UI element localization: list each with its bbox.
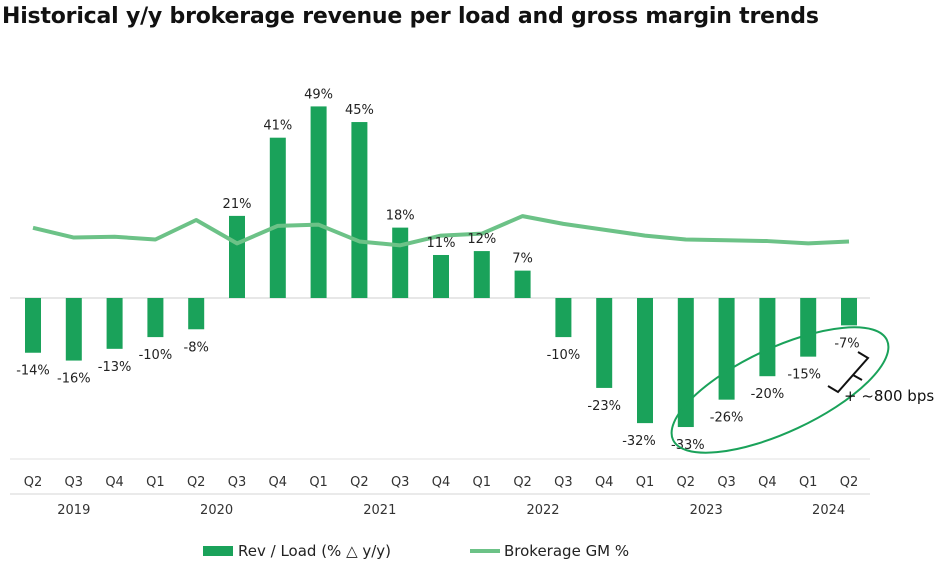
bar [759, 298, 776, 377]
legend-swatch-bar [203, 546, 233, 556]
bar [718, 298, 735, 400]
x-tick-label: Q2 [187, 475, 206, 490]
bar [65, 298, 82, 361]
bar-value-label: 49% [304, 87, 333, 102]
bar-value-label: -33% [671, 438, 705, 453]
bar-value-label: 11% [427, 236, 456, 251]
bar-value-label: -10% [547, 348, 581, 363]
highlight-ellipse [670, 326, 890, 454]
bar-value-label: 21% [223, 197, 252, 212]
bar [351, 122, 368, 298]
year-label: 2020 [200, 503, 233, 518]
x-tick-labels: Q2 Q3 Q4 Q1 Q2 Q3 Q4 Q1 Q2 Q3 Q4 Q1 Q2 Q3 Q4 Q1 Q2 Q3 Q4 Q1… [24, 475, 859, 490]
x-tick-label: Q1 [799, 475, 818, 490]
bar-value-label: -23% [587, 399, 621, 414]
bar [392, 227, 409, 298]
bar-value-label: -32% [622, 434, 656, 449]
bps-annotation: + ~800 bps [844, 387, 934, 405]
bar-value-label: -14% [16, 364, 50, 379]
bar [25, 298, 41, 353]
bar-value-label: 7% [512, 252, 533, 267]
bar [188, 298, 205, 330]
bar [677, 298, 694, 428]
bar-value-label: 12% [467, 232, 496, 247]
year-label: 2024 [812, 503, 845, 518]
legend-label-bar: Rev / Load (% △ y/y) [238, 542, 391, 560]
legend: Rev / Load (% △ y/y) Brokerage GM % [203, 542, 629, 560]
bar-value-label: -13% [98, 360, 132, 375]
bar [514, 270, 531, 298]
x-tick-label: Q3 [228, 475, 247, 490]
x-tick-label: Q4 [595, 475, 614, 490]
bar-value-label: -20% [751, 387, 785, 402]
x-tick-label: Q1 [146, 475, 165, 490]
x-tick-label: Q3 [717, 475, 736, 490]
bar-value-label: -15% [787, 368, 821, 383]
x-tick-label: Q2 [24, 475, 43, 490]
x-tick-label: Q1 [473, 475, 492, 490]
gross-margin-line [32, 214, 850, 248]
bar-value-label: -7% [834, 336, 859, 351]
year-label: 2019 [57, 503, 90, 518]
x-tick-label: Q2 [513, 475, 532, 490]
x-tick-label: Q4 [432, 475, 451, 490]
bar [147, 298, 164, 338]
x-tick-label: Q3 [391, 475, 410, 490]
x-tick-label: Q3 [65, 475, 84, 490]
chart-title: Historical y/y brokerage revenue per loa… [2, 4, 819, 29]
bar [596, 298, 613, 388]
year-labels: 2019 2020 2021 2022 2023 2024 [10, 493, 870, 518]
bar [229, 215, 245, 298]
bar-value-label: -16% [57, 372, 91, 387]
bar [106, 298, 123, 349]
bar-series [25, 106, 857, 428]
year-label: 2023 [690, 503, 723, 518]
bracket-tick [852, 374, 863, 381]
year-label: 2022 [526, 503, 559, 518]
x-tick-label: Q1 [636, 475, 655, 490]
bar-value-label: 41% [263, 119, 292, 134]
bar [841, 298, 857, 326]
bar [637, 298, 653, 424]
bar-value-label: 45% [345, 103, 374, 118]
bar-value-label: -26% [710, 411, 744, 426]
x-tick-label: Q4 [758, 475, 777, 490]
bar-value-label: -8% [184, 340, 209, 355]
x-tick-label: Q2 [840, 475, 859, 490]
x-tick-label: Q4 [269, 475, 288, 490]
bar [473, 251, 490, 298]
bar-value-label: -10% [139, 348, 173, 363]
x-tick-label: Q2 [677, 475, 696, 490]
x-tick-label: Q2 [350, 475, 369, 490]
bar [269, 137, 286, 298]
x-tick-label: Q3 [554, 475, 573, 490]
bar [310, 106, 327, 298]
x-tick-label: Q4 [105, 475, 124, 490]
bar [555, 298, 572, 338]
bracket-path [827, 351, 870, 394]
bar [800, 298, 817, 357]
bar-value-labels: -14% -16% -13% -10% -8% 21% 41% 49% 45% 18% 11% 12%… [16, 87, 859, 453]
x-tick-label: Q1 [309, 475, 328, 490]
legend-label-line: Brokerage GM % [504, 542, 629, 560]
bar-value-label: 18% [386, 209, 415, 224]
year-label: 2021 [363, 503, 396, 518]
bar [433, 254, 449, 298]
bps-bracket [827, 351, 870, 394]
